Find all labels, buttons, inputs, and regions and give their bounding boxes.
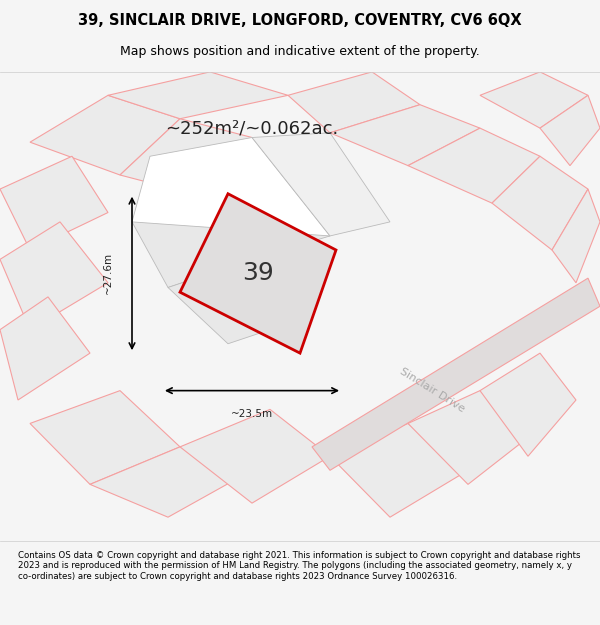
Text: ~27.6m: ~27.6m — [103, 253, 113, 294]
Polygon shape — [210, 175, 330, 259]
Polygon shape — [480, 72, 588, 128]
Text: Sinclair Drive: Sinclair Drive — [398, 367, 466, 414]
Polygon shape — [90, 447, 252, 518]
Polygon shape — [168, 259, 312, 344]
Polygon shape — [132, 138, 330, 236]
Polygon shape — [0, 156, 108, 250]
Text: Map shows position and indicative extent of the property.: Map shows position and indicative extent… — [120, 45, 480, 58]
Polygon shape — [30, 95, 180, 175]
Polygon shape — [108, 72, 288, 119]
Text: 39: 39 — [242, 261, 274, 286]
Polygon shape — [252, 132, 390, 236]
Polygon shape — [540, 95, 600, 166]
Polygon shape — [330, 424, 468, 518]
Polygon shape — [408, 391, 528, 484]
Polygon shape — [132, 199, 252, 288]
Polygon shape — [330, 104, 480, 166]
Polygon shape — [552, 189, 600, 282]
Text: 39, SINCLAIR DRIVE, LONGFORD, COVENTRY, CV6 6QX: 39, SINCLAIR DRIVE, LONGFORD, COVENTRY, … — [78, 12, 522, 28]
Polygon shape — [0, 222, 108, 330]
Polygon shape — [120, 119, 252, 199]
Polygon shape — [492, 156, 588, 250]
Polygon shape — [408, 128, 540, 203]
Polygon shape — [0, 297, 90, 400]
Polygon shape — [312, 278, 600, 470]
Polygon shape — [180, 194, 336, 353]
Text: ~23.5m: ~23.5m — [231, 409, 273, 419]
Polygon shape — [180, 409, 330, 503]
Text: ~252m²/~0.062ac.: ~252m²/~0.062ac. — [166, 119, 338, 137]
Polygon shape — [30, 391, 180, 484]
Polygon shape — [288, 72, 420, 132]
Polygon shape — [480, 353, 576, 456]
Text: Contains OS data © Crown copyright and database right 2021. This information is : Contains OS data © Crown copyright and d… — [18, 551, 581, 581]
